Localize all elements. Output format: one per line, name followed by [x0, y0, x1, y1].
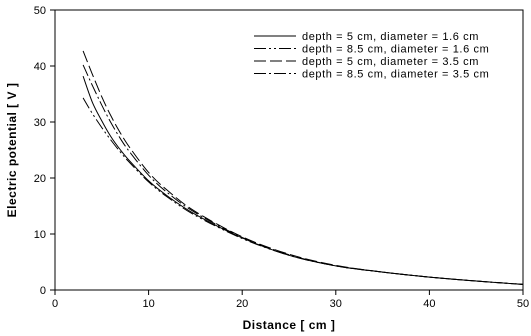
- legend-label-4: depth = 8.5 cm, diameter = 3.5 cm: [302, 69, 489, 81]
- series-line-3: [82, 50, 524, 285]
- series-layer: [82, 50, 524, 285]
- legend-label-2: depth = 8.5 cm, diameter = 1.6 cm: [302, 44, 489, 56]
- x-tick-label: 40: [423, 298, 435, 310]
- legend-label-3: depth = 5 cm, diameter = 3.5 cm: [302, 56, 479, 68]
- y-tick-label: 40: [34, 61, 46, 73]
- x-axis-label: Distance [ cm ]: [243, 318, 336, 332]
- plot-area: [54, 9, 524, 291]
- y-tick-label: 10: [34, 229, 46, 241]
- plot-frame: [54, 9, 524, 291]
- y-tick-label: 50: [34, 5, 46, 17]
- x-tick-label: 50: [517, 298, 529, 310]
- series-line-4: [82, 64, 524, 285]
- x-tick-label: 0: [52, 298, 58, 310]
- x-tick-label: 10: [142, 298, 154, 310]
- legend-label-1: depth = 5 cm, diameter = 1.6 cm: [302, 31, 479, 43]
- y-axis-label: Electric potential [ V ]: [5, 83, 19, 218]
- axes-layer: 0 10 20 30 40 50 0 10 20 30 40 50: [34, 5, 529, 310]
- series-line-2: [82, 97, 524, 285]
- y-tick-label: 0: [40, 285, 46, 297]
- y-tick-label: 20: [34, 173, 46, 185]
- x-tick-label: 30: [330, 298, 342, 310]
- x-tick-label: 20: [236, 298, 248, 310]
- y-tick-label: 30: [34, 117, 46, 129]
- series-line-1: [82, 75, 524, 285]
